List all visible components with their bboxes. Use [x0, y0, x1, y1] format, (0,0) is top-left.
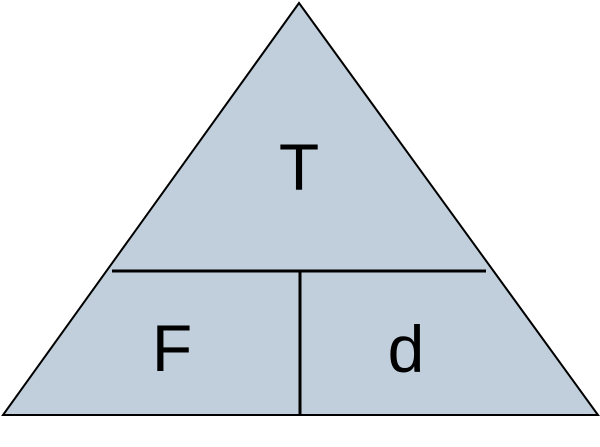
top-variable-label: T — [279, 130, 319, 204]
bottom-left-variable-label: F — [152, 311, 192, 385]
bottom-right-variable-label: d — [388, 312, 425, 386]
